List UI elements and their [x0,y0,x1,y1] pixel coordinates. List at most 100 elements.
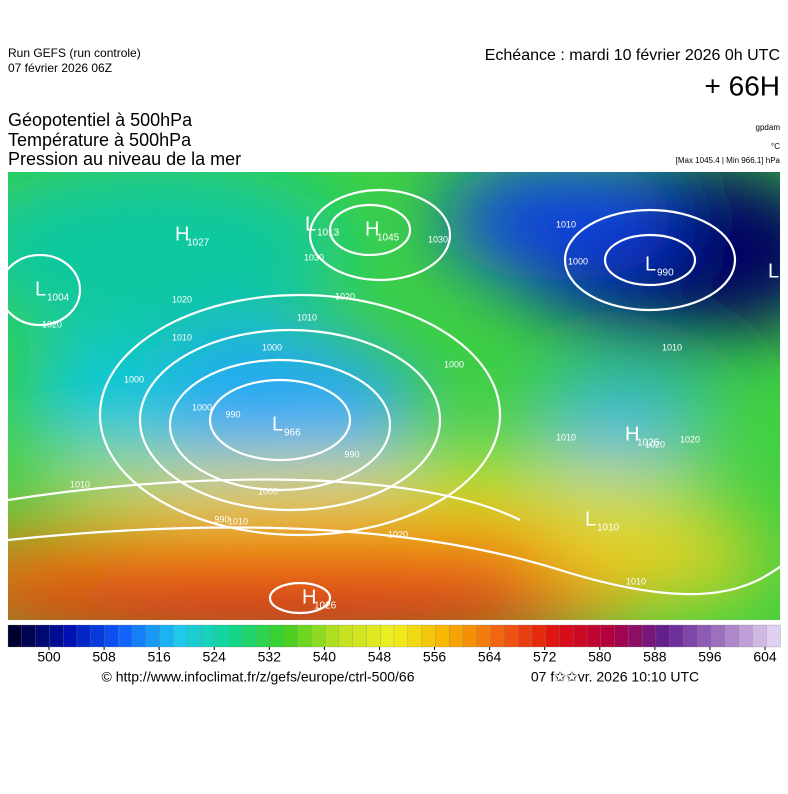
colorbar-swatch [476,624,492,648]
colorbar-swatch [173,624,188,648]
isobar-label: 1010 [556,219,576,229]
title: Pression au niveau de la mer [8,149,241,169]
center-kind: H [302,586,316,608]
colorbar-swatch [21,624,37,648]
colorbar-swatch [669,624,685,648]
unit: °C [771,142,780,151]
colorbar-label: 540 [313,649,337,665]
colorbar-swatch [90,624,106,648]
lead-time: + 66H [705,70,781,101]
colorbar-swatch [145,624,161,648]
center-value: 9 [780,275,786,286]
colorbar-label: 548 [368,649,392,665]
colorbar-swatch [118,624,133,648]
colorbar-label: 556 [423,649,447,665]
title: Température à 500hPa [8,130,192,150]
colorbar-swatch [366,624,381,648]
colorbar-swatch [49,624,64,648]
isobar-label: 1010 [172,332,192,342]
center-kind: H [625,423,639,445]
center-kind: L [272,413,283,435]
isobar-label: 990 [225,409,240,419]
center-value: 1027 [187,238,210,249]
isobar-label: 1000 [258,486,278,496]
colorbar-swatch [297,624,312,648]
colorbar-swatch [697,624,712,648]
center-kind: L [585,508,596,530]
colorbar-swatch [641,624,657,648]
colorbar-swatch [628,624,643,648]
source-url: © http://www.infoclimat.fr/z/gefs/europe… [101,669,414,685]
colorbar-swatch [435,624,450,648]
colorbar-label: 572 [533,649,557,665]
colorbar-swatch [710,624,726,648]
colorbar-swatch [752,624,767,648]
colorbar-swatch [338,624,354,648]
colorbar-swatch [214,624,230,648]
isobar-label: 1000 [444,359,464,369]
colorbar-swatch [35,624,51,648]
unit: [Max 1045.4 | Min 966.1] hPa [676,156,781,165]
colorbar-swatch [462,624,478,648]
isobar-label: 1020 [388,529,408,539]
colorbar-swatch [159,624,175,648]
center-kind: L [645,253,656,275]
center-value: 1004 [47,293,70,304]
center-kind: H [365,218,379,240]
colorbar-swatch [724,624,740,648]
colorbar-swatch [187,624,202,648]
colorbar-swatch [324,624,340,648]
unit: gpdam [756,123,781,132]
isobar-label: 1010 [70,479,90,489]
colorbar-swatch [242,624,257,648]
colorbar-swatch [311,624,326,648]
title: Géopotentiel à 500hPa [8,110,193,130]
isobar-label: 1000 [192,402,212,412]
isobar-label: 1010 [662,342,682,352]
colorbar-label: 596 [698,649,722,665]
colorbar-swatch [517,624,533,648]
colorbar-swatch [62,624,78,648]
isobar-label: 990 [214,514,229,524]
colorbar-swatch [683,624,698,648]
colorbar-swatch [504,624,519,648]
isobar-label: 1010 [556,432,576,442]
isobar-label: 1010 [297,312,317,322]
colorbar-label: 524 [203,649,227,665]
isobar-label: 1020 [172,294,192,304]
colorbar-swatch [200,624,216,648]
colorbar-label: 516 [147,649,171,665]
colorbar-swatch [131,624,147,648]
colorbar-swatch [614,624,630,648]
colorbar-swatch [586,624,602,648]
isobar-label: 1020 [645,439,665,449]
colorbar-swatch [380,624,395,648]
isobar-label: 1010 [228,516,248,526]
colorbar-swatch [655,624,671,648]
echeance: Echéance : mardi 10 février 2026 0h UTC [485,47,780,64]
isobar-label: 1000 [568,256,588,266]
colorbar-swatch [352,624,368,648]
isobar-label: 990 [344,449,359,459]
colorbar-label: 564 [478,649,502,665]
colorbar-swatch [766,624,781,648]
colorbar-label: 588 [643,649,667,665]
colorbar-swatch [393,624,409,648]
colorbar-swatch [559,624,574,648]
colorbar-label: 508 [92,649,116,665]
colorbar-swatch [490,624,505,648]
timestamp: 07 f✩✩vr. 2026 10:10 UTC [531,669,699,685]
colorbar-label: 500 [37,649,61,665]
isobar-label: 1000 [124,374,144,384]
isobar-label: 1020 [42,319,62,329]
isobar-label: 1030 [428,234,448,244]
colorbar-swatch [531,624,547,648]
center-value: 1013 [317,228,340,239]
center-kind: L [35,278,46,300]
center-value: 990 [657,268,674,279]
center-value: 1010 [597,523,620,534]
center-value: 966 [284,428,301,439]
colorbar-swatch [448,624,464,648]
colorbar-label: 532 [258,649,282,665]
